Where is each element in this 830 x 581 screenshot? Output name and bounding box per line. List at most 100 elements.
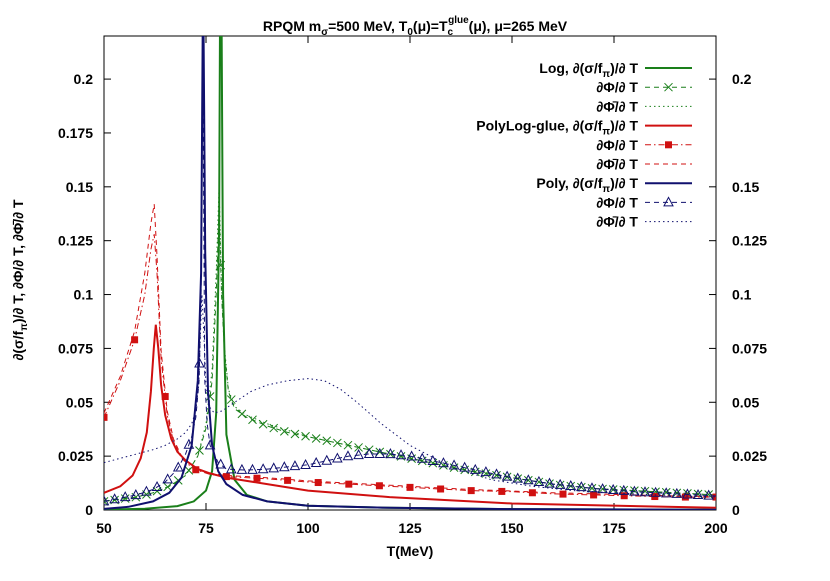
series-marker-7 xyxy=(225,463,237,474)
x-axis-title: T(MeV) xyxy=(387,543,434,559)
series-marker-7 xyxy=(629,485,640,496)
y-axis-title: ∂(σ/fπ)/∂ T, ∂Φ/∂ T, ∂Φ̄/∂ T xyxy=(10,199,30,361)
series-marker-7 xyxy=(130,489,142,500)
series-marker-7 xyxy=(172,461,184,472)
series-marker-7 xyxy=(289,460,301,471)
series-line-4 xyxy=(104,234,716,498)
legend-marker-4 xyxy=(665,141,672,149)
y-tick-label: 0.075 xyxy=(58,340,93,356)
series-marker-4 xyxy=(131,336,139,344)
series-marker-4 xyxy=(345,480,353,488)
series-marker-7 xyxy=(257,463,269,474)
series-marker-7 xyxy=(416,452,428,463)
legend: Log, ∂(σ/fπ)/∂ T∂Φ/∂ T ∂Φ̄/∂ T PolyLog-glu… xyxy=(476,60,692,230)
series-marker-7 xyxy=(151,480,163,492)
series-marker-7 xyxy=(501,470,513,481)
series-marker-1 xyxy=(120,494,130,503)
y-tick-label-right: 0.05 xyxy=(732,394,759,410)
series-marker-4 xyxy=(437,485,445,493)
series-marker-7 xyxy=(533,475,545,486)
series-marker-1 xyxy=(258,419,268,429)
series-line-5 xyxy=(104,204,716,498)
series-marker-1 xyxy=(343,440,353,450)
x-tick-label: 50 xyxy=(96,520,112,536)
series-marker-7 xyxy=(215,458,227,469)
series-marker-1 xyxy=(311,434,321,443)
series-marker-7 xyxy=(650,486,661,497)
y-tick-label: 0 xyxy=(85,502,93,518)
series-line-0 xyxy=(104,36,716,510)
y-tick-label: 0.025 xyxy=(58,448,93,464)
series-marker-7 xyxy=(512,472,524,483)
series-marker-4 xyxy=(284,476,292,484)
series-marker-7 xyxy=(104,495,110,506)
series-marker-7 xyxy=(639,486,651,497)
series-marker-7 xyxy=(692,488,704,500)
y-tick-label: 0.15 xyxy=(66,179,93,195)
ticks: 50 75 100 125 150 175 20000.0250.050.0750.10.1… xyxy=(58,36,767,536)
series-marker-4 xyxy=(498,487,506,495)
series-marker-7 xyxy=(554,478,566,489)
y-tick-label: 0.1 xyxy=(74,287,94,303)
series-marker-7 xyxy=(406,450,417,461)
series-8 xyxy=(104,294,716,498)
series-marker-1 xyxy=(279,427,289,436)
series-marker-4 xyxy=(253,474,261,482)
y-tick-label: 0.175 xyxy=(58,125,93,141)
series-marker-7 xyxy=(374,447,386,458)
series-marker-1 xyxy=(534,477,544,487)
series-marker-7 xyxy=(565,479,577,491)
series-marker-7 xyxy=(183,438,195,449)
y-tick-label-right: 0.15 xyxy=(732,179,759,195)
y-tick-label-right: 0.125 xyxy=(732,233,767,249)
series-1 xyxy=(104,206,716,506)
series-marker-7 xyxy=(522,474,534,485)
legend-label-0: Log, ∂(σ/fπ)/∂ T xyxy=(539,60,638,80)
series-marker-1 xyxy=(163,482,173,492)
series-marker-4 xyxy=(590,491,598,499)
series-marker-4 xyxy=(681,493,689,501)
series-marker-7 xyxy=(682,488,693,499)
y-tick-label-right: 0.025 xyxy=(732,448,767,464)
series-marker-7 xyxy=(310,456,322,468)
legend-label-2: ∂Φ̄/∂ T xyxy=(596,98,638,114)
series-line-7 xyxy=(104,44,716,502)
series-marker-7 xyxy=(332,452,343,463)
y-tick-label: 0.05 xyxy=(66,394,93,410)
series-marker-7 xyxy=(544,477,555,488)
series-4 xyxy=(104,234,716,501)
y-tick-label-right: 0.075 xyxy=(732,340,767,356)
series-line-3 xyxy=(104,324,716,509)
series-marker-1 xyxy=(290,429,300,439)
series-marker-7 xyxy=(109,493,120,504)
series-line-1 xyxy=(104,206,716,502)
y-tick-label: 0.2 xyxy=(74,71,94,87)
series-marker-7 xyxy=(491,468,502,479)
series-marker-1 xyxy=(226,395,236,404)
series-marker-7 xyxy=(480,466,492,477)
series-marker-4 xyxy=(406,483,414,491)
series-marker-7 xyxy=(385,447,396,459)
x-tick-label: 150 xyxy=(500,520,524,536)
series-2 xyxy=(104,186,716,502)
series-5 xyxy=(104,204,716,498)
series-marker-7 xyxy=(268,462,280,473)
series-0 xyxy=(104,36,716,510)
series-marker-4 xyxy=(620,492,628,500)
series-marker-7 xyxy=(576,481,587,492)
series-marker-7 xyxy=(300,458,311,470)
series-marker-4 xyxy=(467,487,475,495)
y-tick-label-right: 0.1 xyxy=(732,287,752,303)
series-marker-4 xyxy=(314,479,322,487)
legend-label-3: PolyLog-glue, ∂(σ/fπ)/∂ T xyxy=(476,118,638,138)
x-tick-label: 175 xyxy=(602,520,626,536)
series-marker-7 xyxy=(247,463,258,474)
legend-label-1: ∂Φ/∂ T xyxy=(596,79,638,95)
x-tick-label: 125 xyxy=(398,520,422,536)
series-marker-1 xyxy=(481,469,491,478)
series-3 xyxy=(104,324,716,509)
x-tick-label: 75 xyxy=(198,520,214,536)
series-marker-7 xyxy=(438,457,449,468)
y-tick-label-right: 0 xyxy=(732,502,740,518)
series-marker-7 xyxy=(469,463,481,474)
